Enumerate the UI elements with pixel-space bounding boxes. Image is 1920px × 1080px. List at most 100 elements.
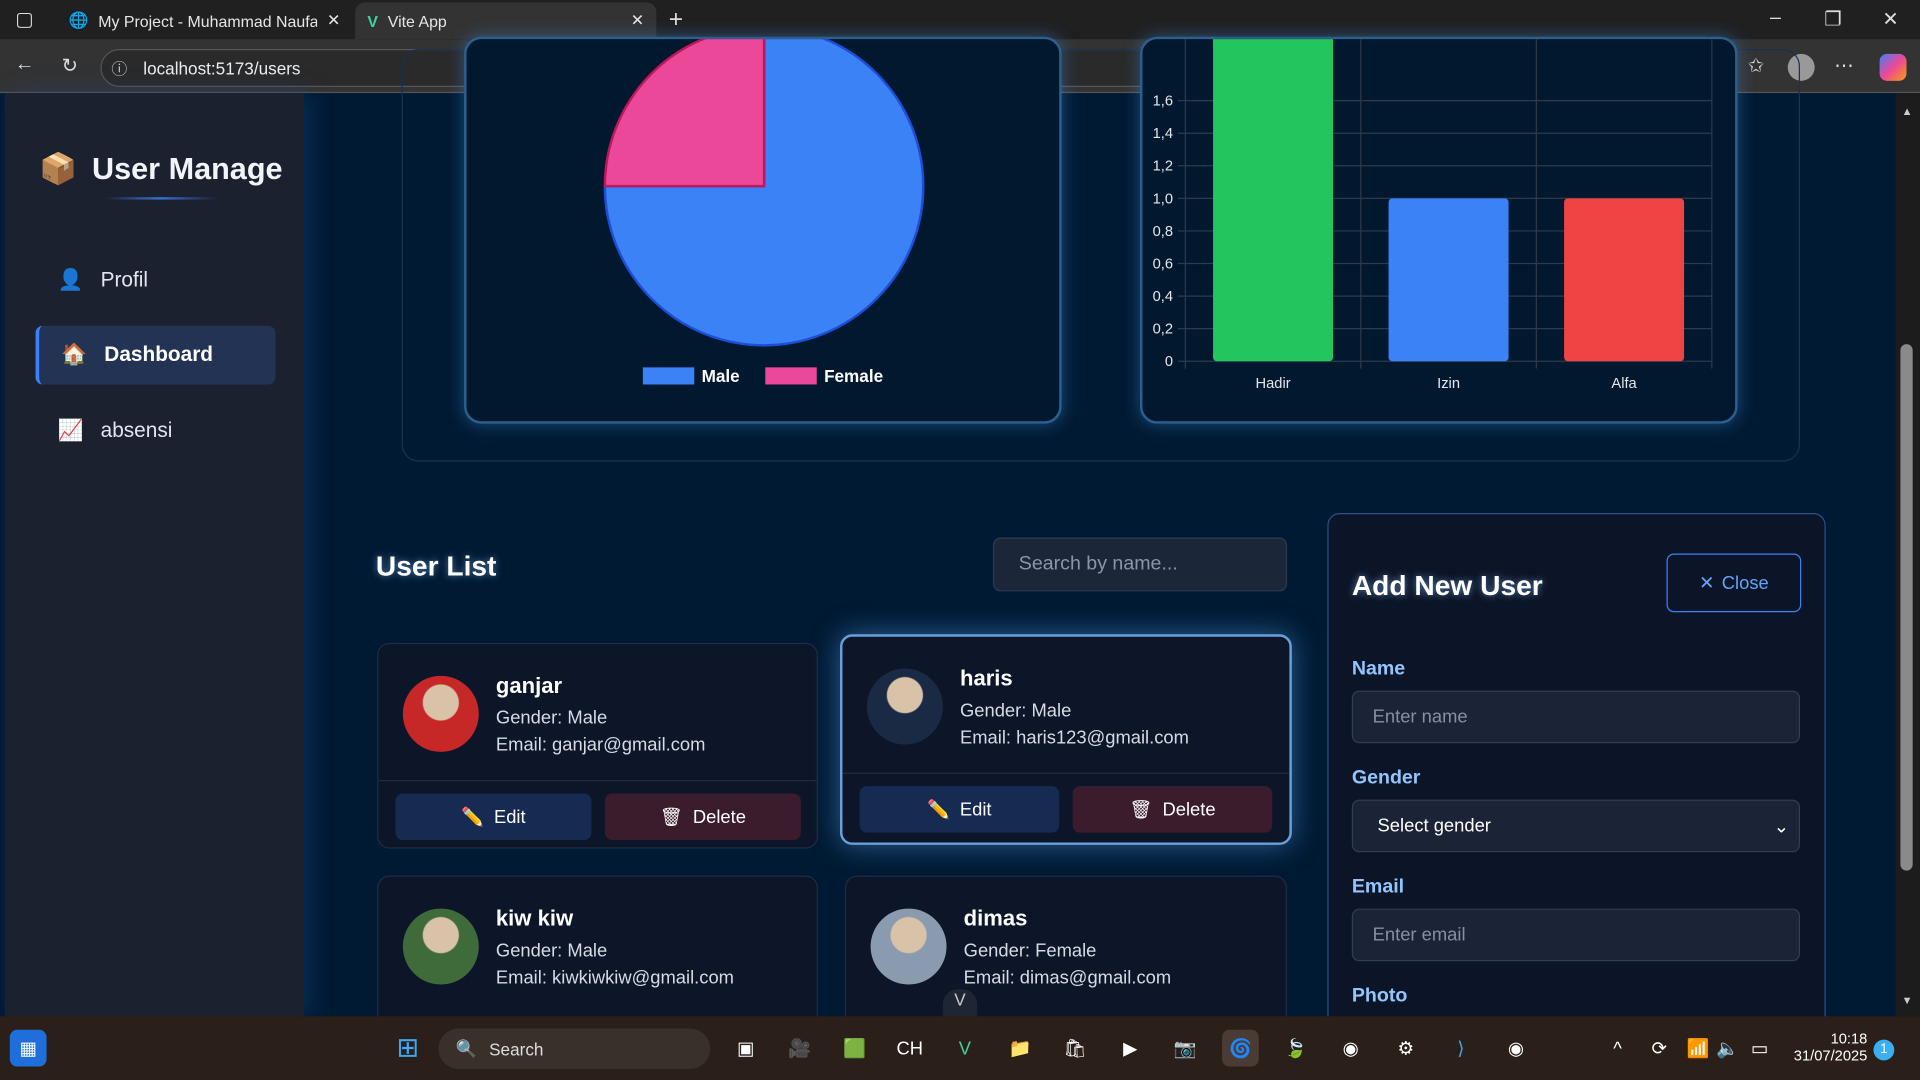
bar-izin bbox=[1388, 198, 1509, 362]
sidebar-item-profil[interactable]: 👤 Profil bbox=[57, 268, 149, 292]
chevron-down-icon: ⌄ bbox=[1773, 816, 1789, 837]
gender-select[interactable]: Select gender ⌄ bbox=[1351, 799, 1801, 853]
gender-label: Gender bbox=[1351, 767, 1421, 789]
user-email: Email: kiwkiwkiw@gmail.com bbox=[495, 967, 734, 989]
wifi-icon[interactable]: 📶 bbox=[1686, 1038, 1710, 1060]
show-hidden-icons[interactable]: ^ bbox=[1613, 1037, 1622, 1059]
chrome-profile-icon[interactable]: ◉ bbox=[1507, 1038, 1524, 1060]
pie-slice-female bbox=[603, 25, 766, 188]
y-tick-label: 0,6 bbox=[1153, 256, 1173, 272]
y-tick-label: 0 bbox=[1165, 354, 1173, 370]
edit-button[interactable]: ✏️ Edit bbox=[395, 793, 592, 841]
user-name: kiw kiw bbox=[495, 906, 574, 931]
scrollbar-thumb[interactable] bbox=[1900, 344, 1913, 871]
tab-actions-icon[interactable]: ▢ bbox=[15, 9, 34, 31]
clock[interactable]: 10:18 31/07/2025 bbox=[1793, 1029, 1868, 1065]
new-tab-icon[interactable]: + bbox=[668, 5, 684, 33]
edge-icon[interactable]: 🌀 bbox=[1222, 1029, 1259, 1067]
ch-app-icon[interactable]: CH bbox=[896, 1037, 924, 1059]
scroll-up-icon[interactable]: ▲ bbox=[1901, 105, 1913, 118]
y-tick-label: 0,8 bbox=[1153, 224, 1173, 240]
name-input[interactable]: Enter name bbox=[1351, 690, 1801, 744]
attendance-bar-card: 0 0,2 0,4 0,6 0,8 1,0 1,2 1,4 1,6 Hadir Izin Alfa bbox=[1140, 35, 1738, 424]
photo-label: Photo bbox=[1351, 985, 1408, 1007]
chrome-icon[interactable]: ◉ bbox=[1342, 1038, 1359, 1060]
search-icon: 🔍 bbox=[455, 1038, 477, 1058]
y-tick-label: 1,4 bbox=[1153, 126, 1173, 142]
taskbar-search[interactable]: 🔍 Search bbox=[438, 1028, 711, 1069]
name-label: Name bbox=[1351, 658, 1406, 680]
pencil-icon: ✏️ bbox=[927, 799, 951, 821]
vscode-icon[interactable]: ⟩ bbox=[1457, 1038, 1465, 1060]
add-user-panel: Add New User ✕ Close Name Enter name Gend… bbox=[1327, 513, 1826, 1052]
vue-icon: V bbox=[367, 11, 378, 31]
tab-my-project[interactable]: 🌐 My Project - Muhammad Naufal H ✕ bbox=[68, 11, 341, 31]
instagram-icon[interactable]: 📷 bbox=[1173, 1038, 1197, 1060]
user-gender: Gender: Male bbox=[960, 700, 1072, 722]
zoom-app-icon[interactable]: 🎥 bbox=[788, 1038, 812, 1060]
back-icon[interactable]: ← bbox=[14, 53, 35, 75]
search-input[interactable]: Search by name... bbox=[993, 537, 1287, 592]
delete-button[interactable]: 🗑 Delete bbox=[1072, 786, 1273, 833]
person-icon: 👤 bbox=[57, 268, 84, 292]
sync-icon[interactable]: ⟳ bbox=[1651, 1038, 1667, 1060]
x-tick-label: Hadir bbox=[1256, 376, 1291, 392]
wastebasket-icon: 🗑 bbox=[659, 806, 684, 828]
file-explorer-icon[interactable]: 📁 bbox=[1008, 1038, 1032, 1060]
notification-badge[interactable]: 1 bbox=[1873, 1039, 1895, 1061]
favorites-icon[interactable]: ✩ bbox=[1747, 56, 1765, 78]
close-button[interactable]: ✕ Close bbox=[1666, 553, 1802, 613]
user-email: Email: haris123@gmail.com bbox=[960, 727, 1189, 749]
copilot-icon[interactable] bbox=[1879, 53, 1907, 81]
maximize-icon[interactable]: ❐ bbox=[1824, 9, 1842, 31]
battery-icon[interactable]: ▭ bbox=[1750, 1038, 1769, 1060]
avatar bbox=[870, 908, 947, 985]
wastebasket-icon: 🗑 bbox=[1129, 799, 1153, 821]
tab-vite-app[interactable]: V Vite App ✕ bbox=[355, 2, 657, 40]
close-window-icon[interactable]: ✕ bbox=[1882, 9, 1899, 31]
store-icon[interactable]: 🛍 bbox=[1063, 1038, 1087, 1060]
user-gender: Gender: Female bbox=[963, 940, 1097, 962]
reload-icon[interactable]: ↻ bbox=[61, 56, 79, 78]
gender-pie-card: Male Female bbox=[464, 25, 1062, 424]
delete-button[interactable]: 🗑 Delete bbox=[604, 793, 801, 841]
user-card: haris Gender: Male Email: haris123@gmail… bbox=[840, 634, 1292, 845]
sidebar-item-dashboard[interactable]: 🏠 Dashboard bbox=[35, 325, 276, 385]
package-icon: 📦 bbox=[39, 151, 78, 187]
house-icon: 🏠 bbox=[61, 342, 88, 367]
info-icon: ⓘ bbox=[111, 60, 128, 79]
brand: 📦 User Manage bbox=[39, 151, 283, 187]
user-email: Email: dimas@gmail.com bbox=[963, 967, 1172, 989]
user-name: ganjar bbox=[495, 673, 563, 698]
more-icon[interactable]: ⋯ bbox=[1834, 56, 1854, 78]
close-tab-icon[interactable]: ✕ bbox=[630, 11, 645, 30]
form-title: Add New User bbox=[1351, 569, 1543, 602]
scroll-down-indicator[interactable]: V bbox=[942, 989, 978, 1019]
legend-label: Male bbox=[702, 366, 740, 386]
email-input[interactable]: Enter email bbox=[1351, 908, 1801, 962]
widgets-icon[interactable]: ▦ bbox=[9, 1029, 47, 1067]
mongodb-icon[interactable]: 🍃 bbox=[1284, 1038, 1307, 1060]
start-icon[interactable]: ⊞ bbox=[396, 1032, 420, 1063]
vim-icon[interactable]: V bbox=[958, 1037, 972, 1059]
avatar bbox=[402, 908, 479, 985]
minecraft-icon[interactable]: 🟩 bbox=[843, 1038, 867, 1060]
pencil-icon: ✏️ bbox=[461, 806, 485, 828]
sidebar-item-absensi[interactable]: 📈 absensi bbox=[57, 418, 173, 443]
page-scrollbar[interactable]: ▲ ▼ bbox=[1895, 93, 1920, 1017]
minimize-icon[interactable]: – bbox=[1770, 7, 1781, 29]
avatar bbox=[866, 668, 943, 745]
close-icon: ✕ bbox=[1699, 573, 1715, 594]
y-tick-label: 0,4 bbox=[1153, 289, 1173, 305]
youtube-icon[interactable]: ▶ bbox=[1123, 1038, 1138, 1060]
x-tick-label: Izin bbox=[1437, 376, 1460, 392]
task-view-icon[interactable]: ▣ bbox=[737, 1038, 755, 1060]
volume-icon[interactable]: 🔈 bbox=[1716, 1038, 1740, 1060]
avatar bbox=[402, 675, 479, 752]
user-name: dimas bbox=[963, 906, 1028, 931]
edit-button[interactable]: ✏️ Edit bbox=[859, 786, 1060, 833]
scroll-down-icon[interactable]: ▼ bbox=[1901, 994, 1913, 1007]
settings-icon[interactable]: ⚙ bbox=[1397, 1038, 1414, 1060]
close-tab-icon[interactable]: ✕ bbox=[327, 11, 341, 30]
user-gender: Gender: Male bbox=[495, 707, 608, 729]
